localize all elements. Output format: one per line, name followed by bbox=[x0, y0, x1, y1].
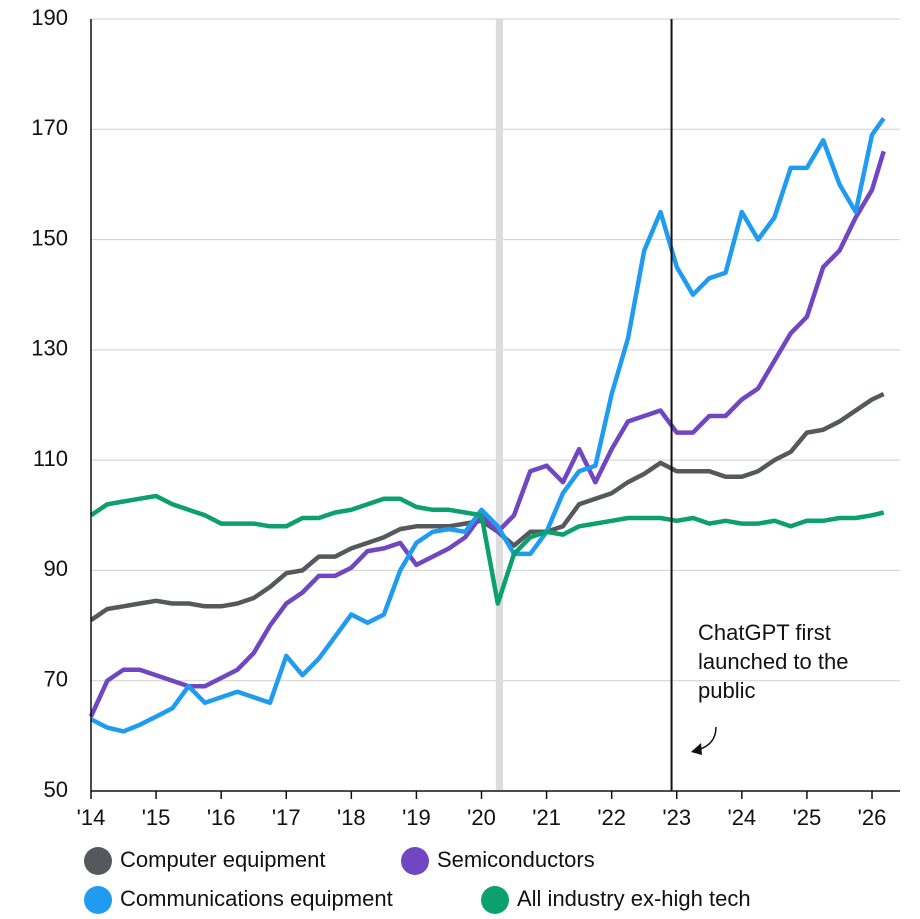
legend-marker bbox=[481, 886, 509, 914]
series-line bbox=[88, 150, 886, 718]
x-tick-label: '21 bbox=[532, 805, 561, 830]
x-tick-label: '18 bbox=[337, 805, 366, 830]
x-tick-label: '20 bbox=[467, 805, 496, 830]
y-tick-label: 110 bbox=[33, 446, 68, 471]
legend-label: Computer equipment bbox=[120, 847, 325, 872]
x-tick-label: '16 bbox=[207, 805, 236, 830]
x-tick-label: '15 bbox=[142, 805, 171, 830]
x-tick-label: '24 bbox=[728, 805, 757, 830]
annotation: ChatGPT first bbox=[698, 620, 831, 645]
legend-marker bbox=[84, 847, 112, 875]
series-line bbox=[89, 493, 885, 606]
x-tick-label: '19 bbox=[402, 805, 431, 830]
y-tick-label: 130 bbox=[31, 336, 68, 361]
series-line bbox=[89, 391, 885, 622]
legend-label: Communications equipment bbox=[120, 886, 393, 911]
annotation: launched to the bbox=[698, 649, 848, 674]
x-tick-label: '26 bbox=[858, 805, 887, 830]
y-tick-label: 150 bbox=[31, 225, 68, 250]
x-tick-label: '23 bbox=[662, 805, 691, 830]
x-tick-label: '14 bbox=[77, 805, 106, 830]
x-tick-label: '25 bbox=[793, 805, 822, 830]
y-tick-label: 170 bbox=[31, 115, 68, 140]
legend-label: Semiconductors bbox=[437, 847, 595, 872]
series-line bbox=[89, 116, 886, 734]
legend-label: All industry ex-high tech bbox=[517, 886, 751, 911]
x-tick-label: '17 bbox=[272, 805, 301, 830]
y-tick-label: 50 bbox=[44, 777, 68, 802]
legend-marker bbox=[84, 886, 112, 914]
y-tick-label: 190 bbox=[31, 5, 68, 30]
annotation-arrowhead bbox=[691, 743, 702, 755]
legend-marker bbox=[401, 847, 429, 875]
y-tick-label: 70 bbox=[44, 667, 68, 692]
shaded-band bbox=[495, 19, 503, 791]
y-tick-label: 90 bbox=[44, 556, 68, 581]
annotation: public bbox=[698, 678, 755, 703]
x-tick-label: '22 bbox=[597, 805, 626, 830]
